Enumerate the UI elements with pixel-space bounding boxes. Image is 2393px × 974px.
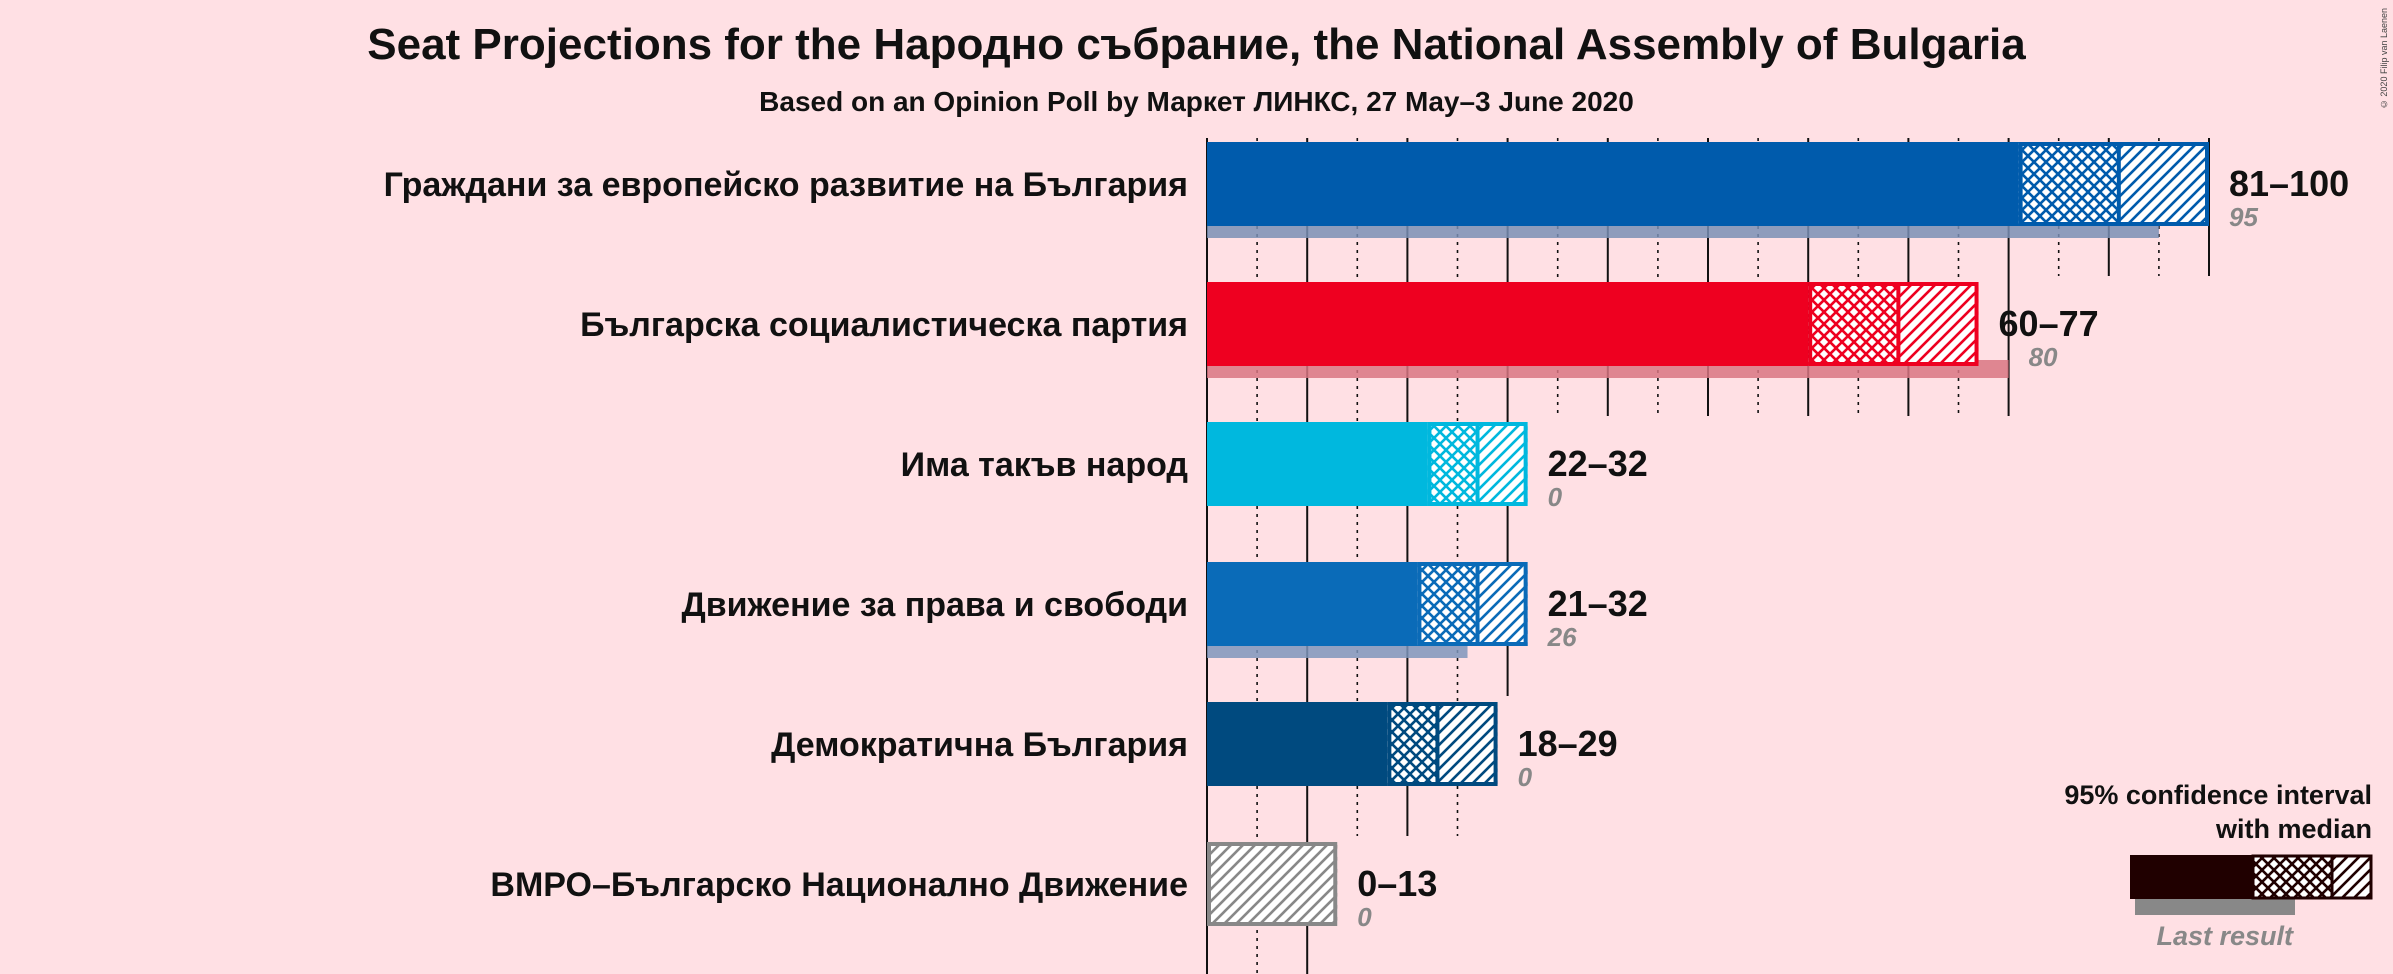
legend-subtitle: with median bbox=[2215, 814, 2372, 844]
party-label: Демократична България bbox=[771, 726, 1188, 764]
legend-last-result-label: Last result bbox=[2156, 921, 2294, 951]
ci-upper-half bbox=[1477, 422, 1528, 506]
party-label: Движение за права и свободи bbox=[682, 586, 1189, 624]
ci-outline bbox=[2018, 142, 2209, 226]
ci-lower-half bbox=[1808, 282, 1899, 366]
ci-upper-half bbox=[1477, 562, 1528, 646]
ci-outline bbox=[1417, 562, 1528, 646]
last-result-label: 26 bbox=[1547, 622, 1577, 652]
last-result-label: 0 bbox=[1357, 902, 1372, 932]
ci-lower-half bbox=[1387, 702, 1438, 786]
party-row: ВМРО–Българско Национално Движение 0–130 bbox=[490, 842, 1437, 932]
range-label: 60–77 bbox=[1999, 303, 2099, 344]
legend-last-result-bar bbox=[2135, 899, 2295, 915]
party-row: Демократична България 18–290 bbox=[771, 702, 1618, 792]
party-row: Има такъв народ 22–320 bbox=[901, 422, 1648, 512]
chart-subtitle: Based on an Opinion Poll by Маркет ЛИНКС… bbox=[759, 86, 1634, 117]
ci-upper-half bbox=[2118, 142, 2209, 226]
ci-outline bbox=[1207, 842, 1338, 926]
ci-upper-half bbox=[1898, 282, 1979, 366]
ci-lower-half bbox=[1417, 562, 1478, 646]
party-label: Граждани за европейско развитие на Бълга… bbox=[384, 166, 1188, 204]
legend-diagonal bbox=[2332, 855, 2372, 899]
ci-lower-half bbox=[1427, 422, 1478, 506]
last-result-label: 80 bbox=[2029, 342, 2058, 372]
chart-title: Seat Projections for the Народно събрани… bbox=[367, 20, 2026, 69]
range-label: 18–29 bbox=[1518, 723, 1618, 764]
ci-lower-half bbox=[2018, 142, 2119, 226]
legend-solid-bar bbox=[2130, 855, 2252, 899]
projection-bar bbox=[1207, 702, 1388, 786]
legend-crosshatch bbox=[2252, 855, 2332, 899]
last-result-label: 95 bbox=[2229, 202, 2258, 232]
projection-bar bbox=[1207, 562, 1418, 646]
range-label: 0–13 bbox=[1357, 863, 1437, 904]
projection-bar bbox=[1207, 142, 2019, 226]
last-result-label: 0 bbox=[1548, 482, 1563, 512]
ci-outline bbox=[1387, 702, 1498, 786]
ci-upper-half bbox=[1437, 702, 1498, 786]
range-label: 22–32 bbox=[1548, 443, 1648, 484]
ci-upper-half bbox=[1207, 842, 1338, 926]
party-label: Има такъв народ bbox=[901, 446, 1188, 484]
range-label: 21–32 bbox=[1548, 583, 1648, 624]
projection-bar bbox=[1207, 422, 1428, 506]
range-label: 81–100 bbox=[2229, 163, 2349, 204]
party-label: Българска социалистическа партия bbox=[580, 306, 1188, 344]
legend-outline bbox=[2251, 854, 2373, 900]
party-label: ВМРО–Българско Национално Движение bbox=[490, 866, 1188, 904]
ci-outline bbox=[1808, 282, 1979, 366]
last-result-label: 0 bbox=[1518, 762, 1533, 792]
projection-bar bbox=[1207, 282, 1809, 366]
legend-title: 95% confidence interval bbox=[2064, 780, 2372, 810]
party-row: Граждани за европейско развитие на Бълга… bbox=[384, 142, 2349, 238]
